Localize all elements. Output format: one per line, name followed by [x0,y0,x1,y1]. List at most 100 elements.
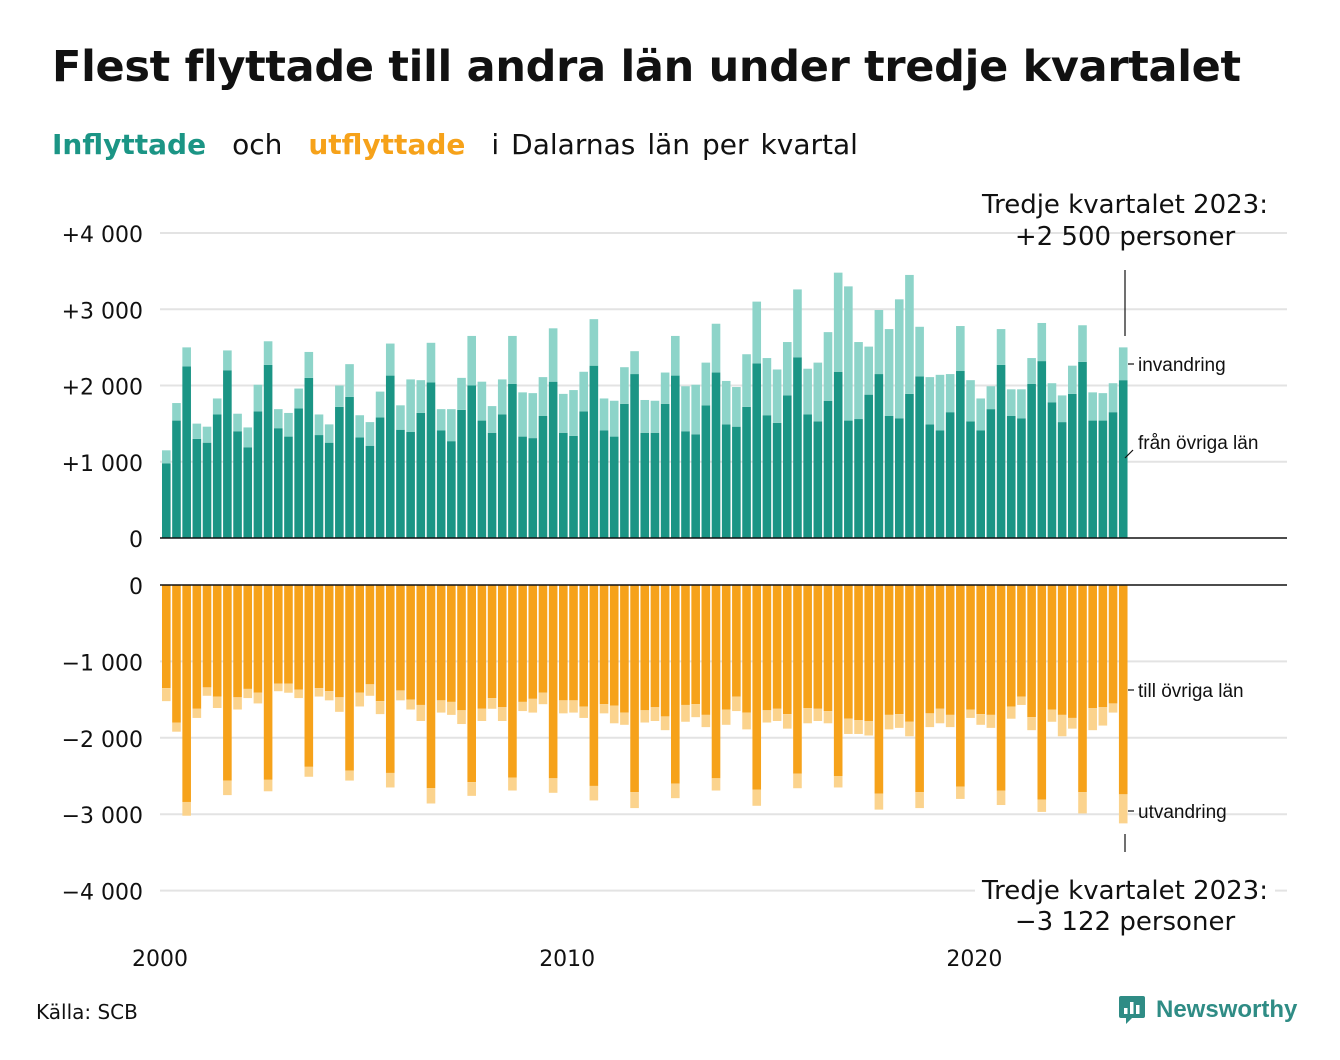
subtitle-word: per [702,128,749,161]
bar-fran-ovriga-lan [212,414,222,538]
y-tick-label: +2 000 [62,376,143,401]
top-panel-bars [162,272,1128,538]
bar-till-ovriga-lan [620,585,629,713]
bar-invandring [681,386,690,432]
bar-utvandring [650,707,660,721]
bar-fran-ovriga-lan [314,435,324,538]
bar-utvandring [905,721,914,737]
subtitle-and: och [232,128,283,161]
bar-fran-ovriga-lan [233,431,242,538]
bar-fran-ovriga-lan [650,432,660,538]
bar-utvandring [477,708,487,721]
bar-invandring [884,329,894,416]
bar-fran-ovriga-lan [355,437,365,538]
bar-till-ovriga-lan [854,585,863,721]
bar-invandring [192,423,202,439]
bar-till-ovriga-lan [945,585,955,715]
bar-utvandring [894,714,904,728]
bar-till-ovriga-lan [1017,585,1026,697]
bar-fran-ovriga-lan [762,415,772,538]
bar-invandring [426,342,436,383]
bar-till-ovriga-lan [447,585,456,702]
bar-utvandring [1068,717,1077,729]
bar-utvandring [355,692,365,707]
bar-fran-ovriga-lan [956,371,965,538]
bar-utvandring [1088,708,1097,731]
bar-fran-ovriga-lan [518,436,527,538]
bar-fran-ovriga-lan [935,430,945,538]
bar-invandring [314,414,324,436]
y-tick-label: 0 [129,575,143,600]
bar-till-ovriga-lan [1006,585,1016,707]
bar-invandring [436,409,446,431]
bar-till-ovriga-lan [548,585,558,779]
subtitle-inflow: Inflyttade [52,128,207,161]
bar-fran-ovriga-lan [447,441,456,538]
bar-fran-ovriga-lan [1118,380,1128,538]
bar-invandring [905,274,914,394]
bar-till-ovriga-lan [782,585,792,715]
bar-invandring [385,343,395,376]
bar-utvandring [569,700,578,713]
bar-till-ovriga-lan [212,585,222,697]
bar-invandring [752,301,762,364]
bar-invandring [375,391,385,418]
subtitle-word: Dalarnas [511,128,636,161]
source-note: Källa: SCB [36,1000,138,1024]
bar-utvandring [793,773,802,789]
bar-fran-ovriga-lan [1108,412,1118,538]
bar-utvandring [243,688,253,699]
bar-utvandring [1108,703,1118,713]
bar-fran-ovriga-lan [701,405,711,538]
bar-fran-ovriga-lan [335,406,344,538]
bar-utvandring [223,780,232,796]
bar-utvandring [314,688,324,697]
bar-utvandring [1078,792,1087,814]
y-tick-label: −4 000 [62,881,143,906]
bar-utvandring [986,714,996,728]
bar-utvandring [548,778,558,793]
bar-invandring [1118,347,1128,381]
bar-fran-ovriga-lan [609,436,619,538]
bar-invandring [335,385,344,407]
bar-utvandring [1017,696,1026,705]
bar-utvandring [375,701,385,715]
bar-till-ovriga-lan [864,585,874,721]
bar-fran-ovriga-lan [1057,422,1067,538]
bar-fran-ovriga-lan [416,412,426,538]
bar-invandring [711,323,721,373]
bar-till-ovriga-lan [813,585,823,709]
bar-fran-ovriga-lan [1017,418,1026,538]
bar-invandring [925,377,935,425]
bar-utvandring [467,782,476,796]
bar-invandring [548,328,558,382]
bar-till-ovriga-lan [905,585,914,722]
newsworthy-logo-icon [1119,996,1145,1024]
x-tick-label: 2000 [132,947,188,972]
bar-invandring [579,371,588,412]
bar-invandring [304,351,314,378]
bar-till-ovriga-lan [1057,585,1067,715]
bar-utvandring [426,788,436,804]
bar-till-ovriga-lan [426,585,436,789]
bar-invandring [345,364,354,397]
bottom-panel-bars [162,585,1128,824]
bar-till-ovriga-lan [365,585,375,685]
bar-invandring [263,341,273,365]
y-tick-label: −1 000 [62,651,143,676]
bar-invandring [1068,365,1077,394]
bar-utvandring [385,772,395,788]
bar-till-ovriga-lan [162,585,171,689]
bar-fran-ovriga-lan [304,377,314,538]
bar-till-ovriga-lan [803,585,812,709]
bar-invandring [1047,383,1057,403]
bar-fran-ovriga-lan [487,432,497,538]
bar-till-ovriga-lan [273,585,283,684]
bar-invandring [406,379,415,433]
bar-fran-ovriga-lan [457,409,466,538]
bar-till-ovriga-lan [772,585,782,709]
bar-fran-ovriga-lan [202,442,212,538]
bar-invandring [762,358,772,416]
bar-fran-ovriga-lan [426,382,436,538]
